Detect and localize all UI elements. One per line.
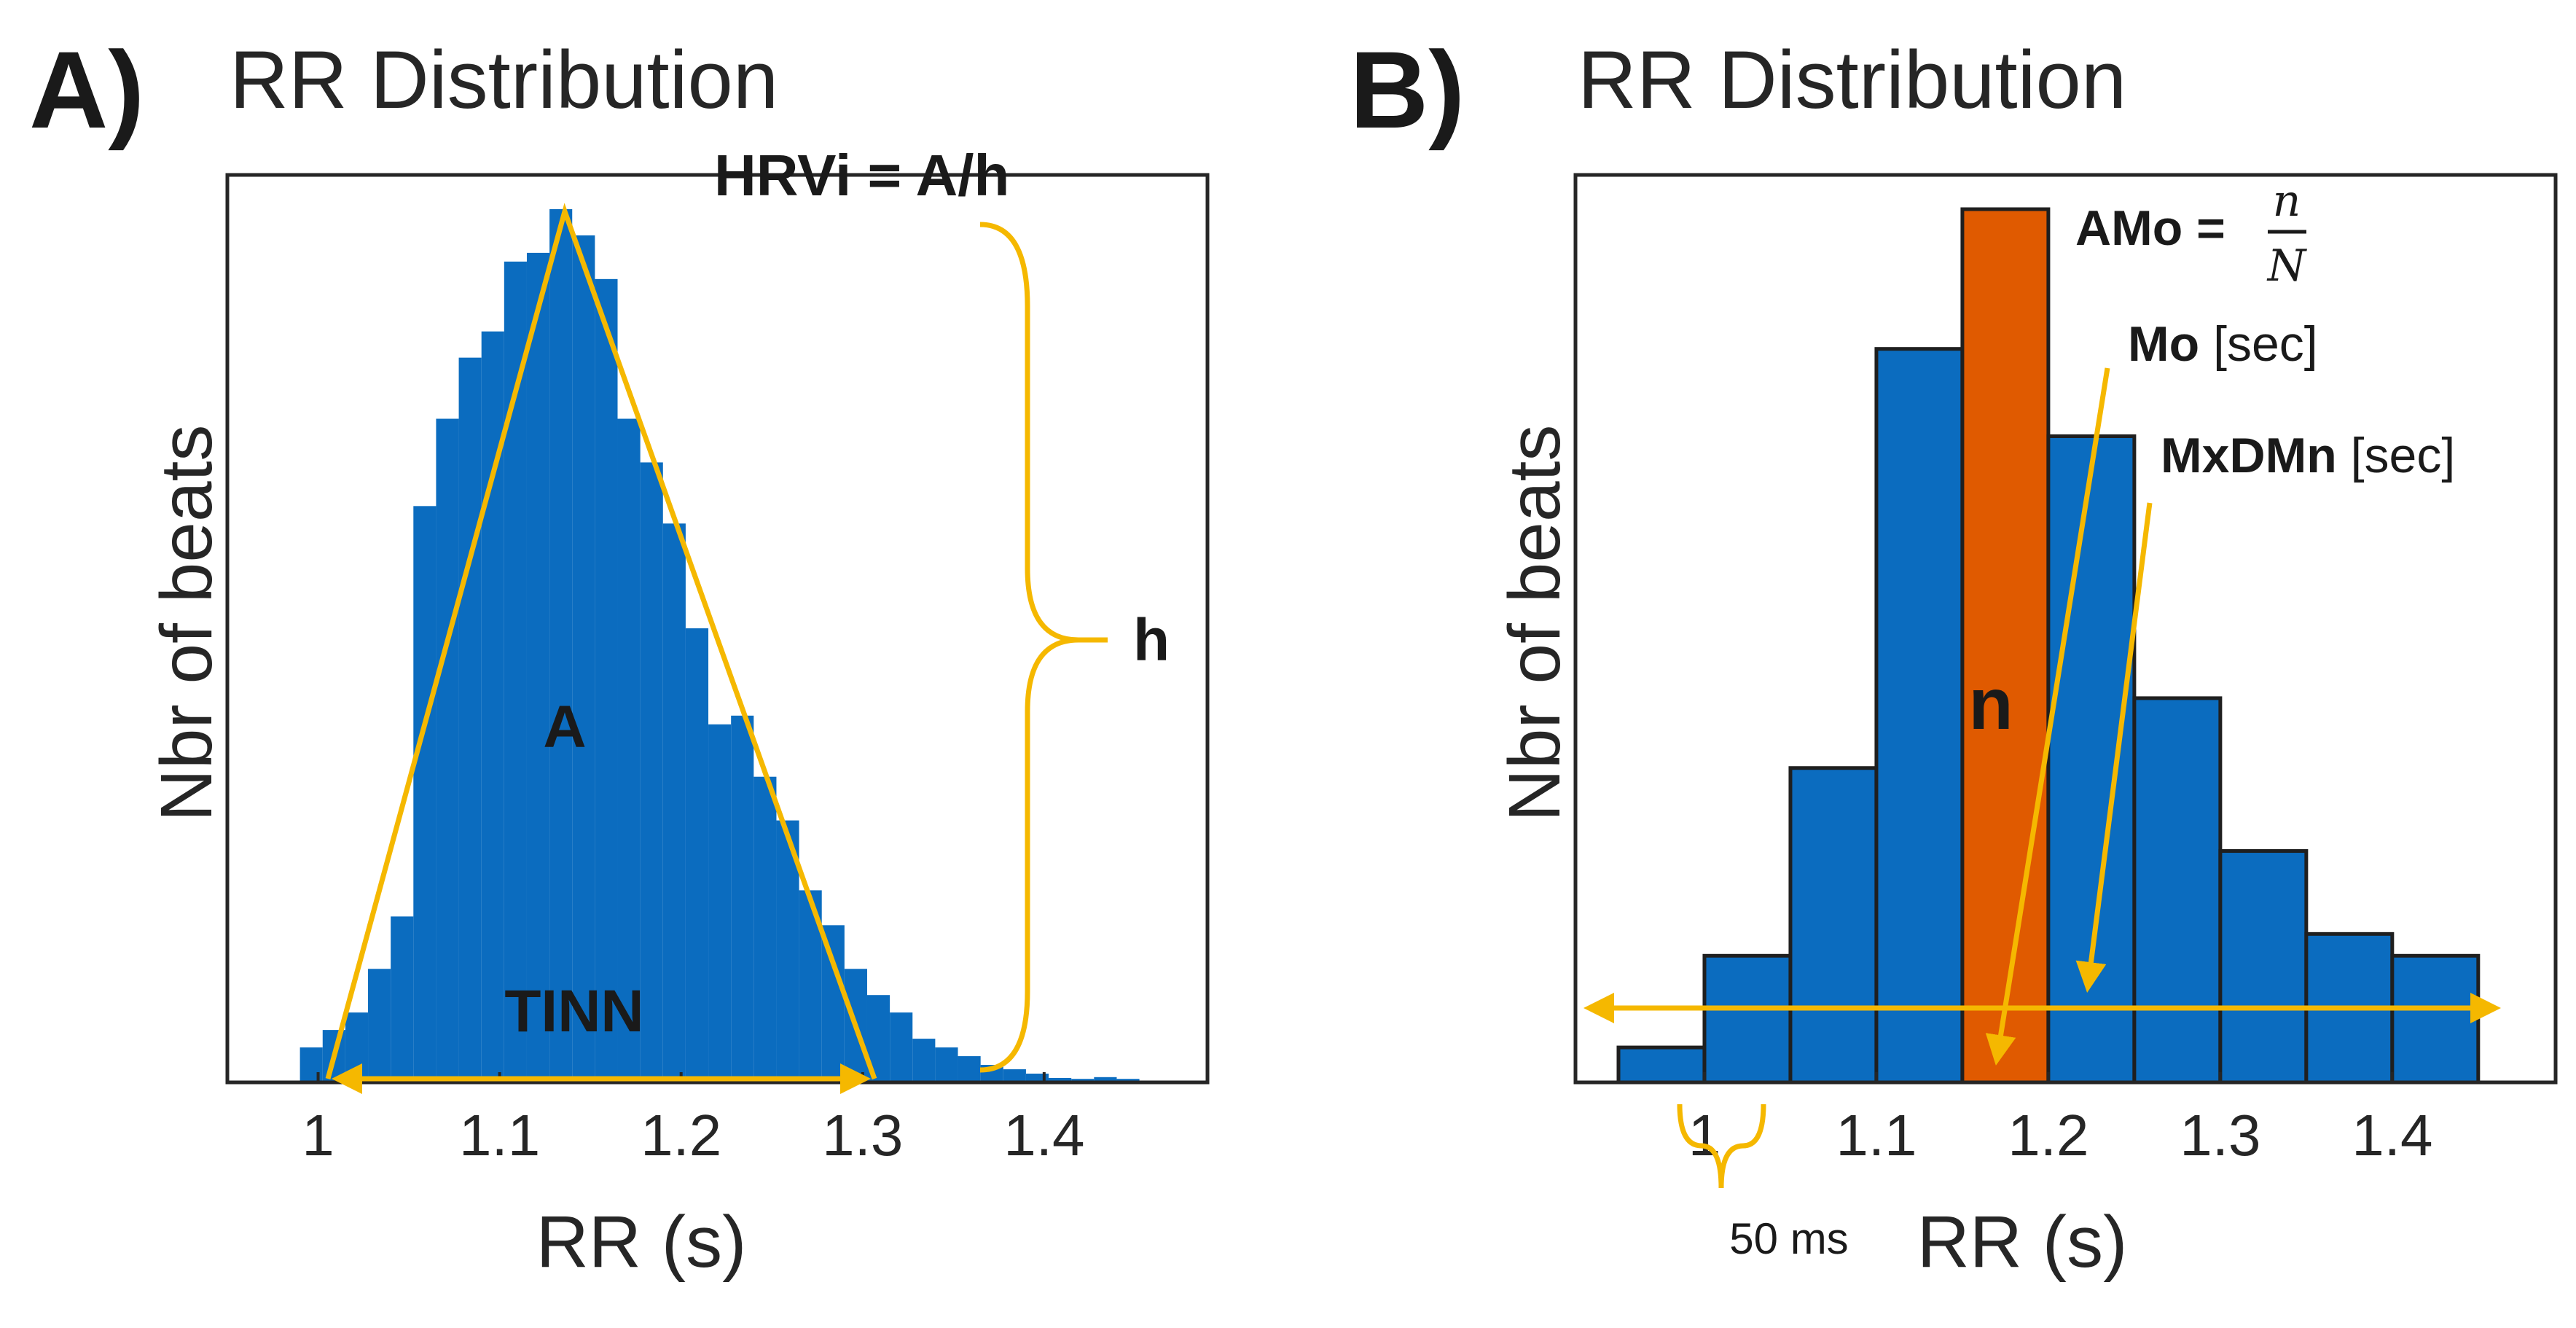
panel-a-tick-label: 1.3 <box>822 1103 903 1168</box>
panel-b-tick-label: 1.1 <box>1836 1103 1917 1168</box>
panel-b-bar <box>2132 696 2223 1085</box>
panel-b-n-label: n <box>1968 663 2013 745</box>
panel-a-hrvi-label: HRVi = A/h <box>714 143 1009 208</box>
panel-a-bar <box>958 1056 981 1082</box>
panel-b-bin-label: 50 ms <box>1729 1214 1848 1263</box>
panel-a-area-label: A <box>543 694 586 760</box>
panel-b-mo-arrow <box>1985 367 2110 1066</box>
panel-a-ylabel: Nbr of beats <box>146 425 227 822</box>
panel-a-bar <box>685 628 709 1082</box>
panel-b-mo-annotation: Mo [sec] <box>2128 316 2318 372</box>
panel-a: A) RR Distribution Nbr of beats RR (s) 1… <box>29 28 1210 1283</box>
panel-a-bar <box>595 278 618 1083</box>
panel-a-bar <box>935 1047 958 1082</box>
panel-a-bar <box>413 506 436 1082</box>
panel-b-bar <box>2218 849 2309 1085</box>
panel-a-bar <box>549 209 573 1082</box>
panel-b-tick-label: 1.4 <box>2352 1103 2432 1168</box>
panel-a-bar <box>458 357 482 1082</box>
panel-b-amo-label: AMo = <box>2075 200 2225 256</box>
panel-b-bar <box>2046 434 2137 1085</box>
panel-b-ticks: 1 1.1 1.2 1.3 1.4 <box>1688 1072 2432 1168</box>
panel-a-bar <box>708 724 732 1082</box>
panel-b-tick-label: 1.3 <box>2180 1103 2260 1168</box>
panel-b-bars <box>1616 207 2481 1085</box>
panel-b-bar <box>1702 953 1793 1085</box>
panel-a-tick-label: 1 <box>302 1103 334 1168</box>
panel-b-letter: B) <box>1350 28 1465 151</box>
panel-b-axes-frame <box>1573 173 2558 1085</box>
panel-b-bar <box>1616 1045 1707 1085</box>
panel-b-title: RR Distribution <box>1578 34 2126 125</box>
panel-a-bar <box>1049 1078 1072 1082</box>
panel-b-bin-brace <box>1677 1104 1766 1189</box>
panel-a-bar <box>345 1012 369 1082</box>
panel-a-bar <box>640 462 663 1082</box>
panel-b-bar-mode <box>1960 207 2051 1085</box>
panel-a-bar <box>662 523 686 1082</box>
panel-a-bar <box>912 1039 936 1082</box>
panel-b-xlabel: RR (s) <box>1917 1201 2128 1283</box>
panel-a-xlabel: RR (s) <box>536 1201 747 1283</box>
panel-a-bar <box>731 715 754 1082</box>
panel-b-bar <box>1874 347 1965 1085</box>
panel-a-bar <box>890 1012 913 1082</box>
panel-a-bar <box>436 418 459 1082</box>
panel-a-bar <box>1094 1077 1117 1082</box>
panel-a-bar <box>391 916 414 1082</box>
panel-a-brace <box>979 222 1079 1073</box>
panel-a-letter: A) <box>29 28 144 151</box>
panel-a-bar <box>1003 1069 1026 1082</box>
panel-b-mxdmn-label: MxDMn <box>2161 428 2337 483</box>
panel-a-bar <box>1025 1074 1049 1082</box>
panel-b-mxdmn-arrow <box>2075 502 2153 993</box>
panel-a-tinn-label: TINN <box>504 978 643 1044</box>
panel-b-tick-label: 1.2 <box>2008 1103 2088 1168</box>
panel-a-bars <box>300 209 1140 1083</box>
panel-a-title: RR Distribution <box>230 34 778 125</box>
panel-b-bar <box>2390 953 2481 1085</box>
panel-b-mo-unit: [sec] <box>2199 316 2318 372</box>
panel-b-frac-numerator: n <box>2273 176 2301 227</box>
panel-a-bar <box>753 776 777 1082</box>
panel-a-bar <box>368 969 391 1082</box>
panel-b-mxdmn-annotation: MxDMn [sec] <box>2161 428 2455 483</box>
panel-a-tick-label: 1.2 <box>641 1103 721 1168</box>
panel-a-tick-label: 1.1 <box>459 1103 540 1168</box>
panel-a-h-label: h <box>1133 607 1170 673</box>
panel-a-bar <box>821 925 845 1082</box>
panel-b-ylabel: Nbr of beats <box>1494 425 1575 822</box>
panel-a-triangle <box>325 203 877 1080</box>
panel-b-mxdmn-unit: [sec] <box>2337 428 2456 483</box>
panel-b-frac-denominator: N <box>2266 241 2308 292</box>
panel-b-bar <box>1788 766 1879 1085</box>
panel-b: B) RR Distribution Nbr of beats RR (s) 1… <box>1350 28 2558 1283</box>
panel-b-mo-label: Mo <box>2128 316 2199 372</box>
panel-a-bar <box>526 252 550 1082</box>
panel-a-ticks: 1 1.1 1.2 1.3 1.4 <box>302 1072 1084 1168</box>
panel-a-bar <box>572 235 595 1083</box>
panel-a-bar <box>617 418 641 1082</box>
panel-a-tick-label: 1.4 <box>1003 1103 1084 1168</box>
